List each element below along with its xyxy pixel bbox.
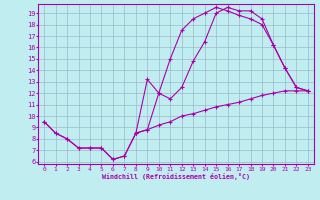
X-axis label: Windchill (Refroidissement éolien,°C): Windchill (Refroidissement éolien,°C) <box>102 173 250 180</box>
